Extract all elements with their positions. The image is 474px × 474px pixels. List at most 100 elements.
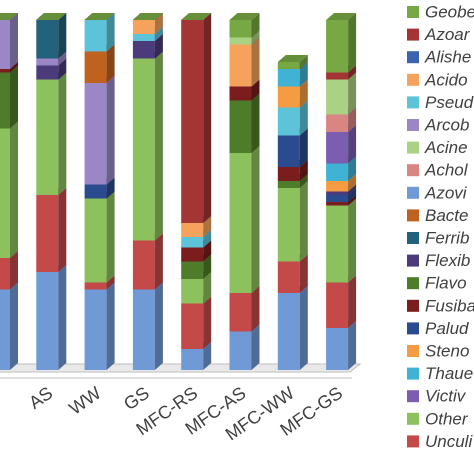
bar-front <box>277 188 300 262</box>
bar-side <box>58 51 67 66</box>
bar-segment <box>181 296 212 349</box>
bar-segment <box>277 181 308 262</box>
bar-side <box>203 296 212 349</box>
bar-front <box>229 100 252 153</box>
bar-side <box>299 254 308 293</box>
bar-front <box>229 153 252 293</box>
x-tick-label: WW <box>65 383 104 419</box>
bar-side <box>348 275 357 328</box>
bar-side <box>299 55 308 69</box>
bar-front <box>0 72 10 129</box>
legend-swatch <box>407 51 419 64</box>
bar-segment <box>277 286 308 370</box>
bar-front <box>84 198 107 283</box>
bar-side <box>106 191 115 283</box>
bar-segment <box>326 13 357 73</box>
bar-front <box>84 20 107 52</box>
bar-side <box>299 79 308 108</box>
bar-side <box>299 286 308 370</box>
legend-label: Victiv <box>425 387 467 406</box>
bar-segment <box>229 13 260 38</box>
bar-side <box>251 146 260 293</box>
legend-label: Azoar <box>424 25 471 44</box>
bar-front <box>326 132 349 164</box>
legend-swatch <box>407 164 419 177</box>
legend-label: Palud <box>425 319 469 338</box>
bar-front <box>132 58 155 241</box>
bar-front <box>277 86 300 108</box>
legend-label: Other <box>425 409 469 428</box>
bar-segment <box>326 275 357 328</box>
bar-front <box>36 79 59 195</box>
bar-segment <box>326 198 357 283</box>
bar-top <box>0 13 18 20</box>
bar-front <box>84 83 107 185</box>
legend-label: Arcob <box>424 115 469 134</box>
bar-front <box>84 184 107 199</box>
bar-side <box>251 286 260 332</box>
bar-front <box>229 86 252 101</box>
bar-side <box>299 181 308 262</box>
bar-top <box>84 13 115 20</box>
legend-swatch <box>407 254 419 267</box>
bar-segment <box>84 76 115 185</box>
bar-segment <box>36 72 67 195</box>
bar-front <box>36 195 59 272</box>
bar-front <box>181 261 204 279</box>
legend-label: Flavo <box>425 274 467 293</box>
bar-side <box>299 128 308 167</box>
bar-side <box>58 265 67 370</box>
legend-label: Azovi <box>424 183 468 202</box>
bar-side <box>58 72 67 195</box>
bar-side <box>58 13 67 59</box>
bar-segment <box>132 13 163 20</box>
legend-swatch <box>407 412 419 425</box>
bar-side <box>203 272 212 304</box>
bar-front <box>277 69 300 87</box>
bar-front <box>0 20 10 69</box>
bar-side <box>348 107 357 132</box>
bar-segment <box>132 51 163 241</box>
bar-front <box>326 181 349 192</box>
bar-segment <box>326 321 357 370</box>
bar-segment <box>84 13 115 20</box>
bar-segment <box>277 55 308 69</box>
bar-side <box>348 65 357 80</box>
legend-swatch <box>407 299 419 312</box>
bar-side <box>348 184 357 195</box>
bar-segment <box>0 121 18 258</box>
bar-segment <box>181 13 212 223</box>
legend-label: Pseud <box>425 93 474 112</box>
bar-front <box>277 135 300 167</box>
bar-top <box>277 55 308 62</box>
bar-segment <box>84 191 115 283</box>
bar-front <box>181 303 204 349</box>
bar-side <box>203 230 212 248</box>
bar-side <box>58 58 67 80</box>
legend-swatch <box>407 435 419 448</box>
bar-side <box>106 282 115 370</box>
legend-label: Acido <box>424 70 468 89</box>
bar-side <box>251 30 260 45</box>
bar-front <box>326 79 349 115</box>
legend-label: Ferrib <box>425 228 469 247</box>
bar-side <box>348 72 357 115</box>
bar-side <box>203 254 212 279</box>
legend-swatch <box>407 141 419 154</box>
bar-side <box>10 251 18 290</box>
bar-side <box>154 282 163 370</box>
x-tick-label: AS <box>25 383 56 413</box>
bar-front <box>132 20 155 34</box>
bar-side <box>154 27 163 41</box>
legend-swatch <box>407 209 419 222</box>
legend-swatch <box>407 73 419 86</box>
bar-side <box>203 342 212 370</box>
bar-side <box>10 121 18 258</box>
bar-side <box>154 233 163 290</box>
bar-front <box>84 282 107 290</box>
bar-side <box>348 188 357 202</box>
bar-front <box>326 72 349 80</box>
bar-segment <box>229 93 260 153</box>
bar-side <box>251 93 260 153</box>
